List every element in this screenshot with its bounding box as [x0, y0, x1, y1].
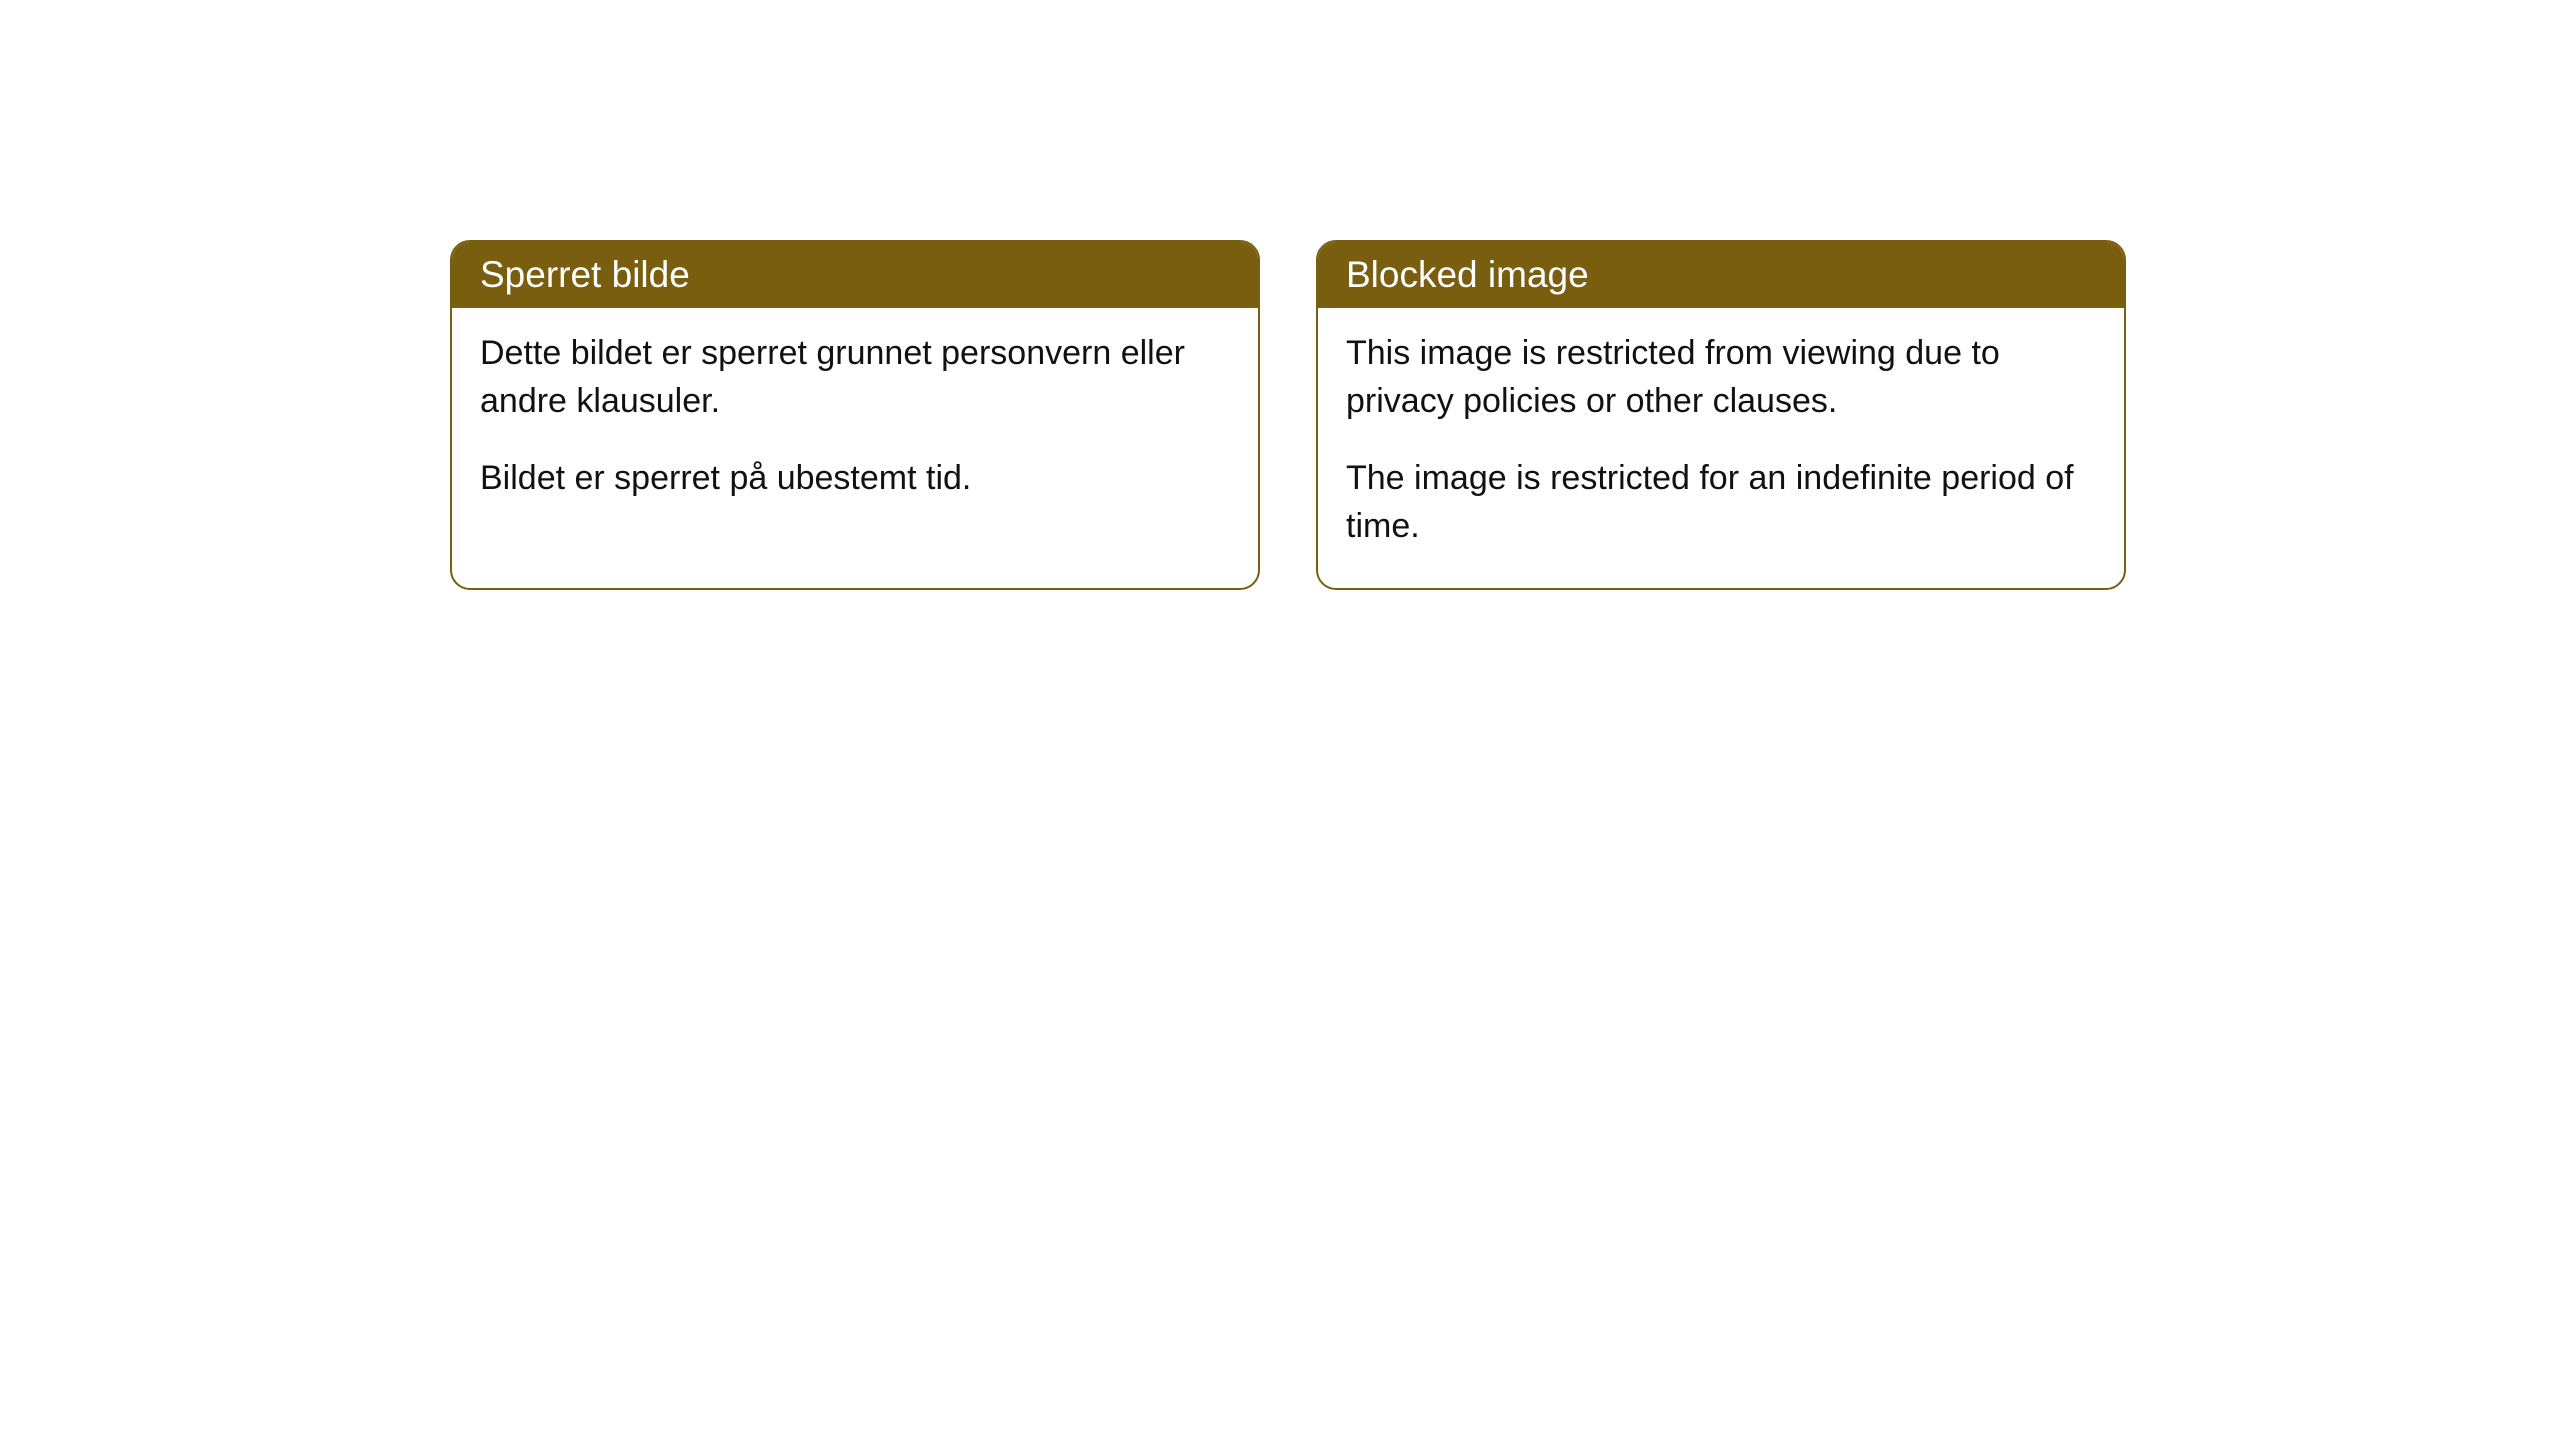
card-paragraph-2-norwegian: Bildet er sperret på ubestemt tid.: [480, 455, 1230, 503]
card-paragraph-1-english: This image is restricted from viewing du…: [1346, 330, 2096, 425]
card-body-english: This image is restricted from viewing du…: [1318, 308, 2124, 588]
card-title-english: Blocked image: [1346, 254, 1589, 295]
card-body-norwegian: Dette bildet er sperret grunnet personve…: [452, 308, 1258, 541]
card-header-english: Blocked image: [1318, 242, 2124, 308]
card-title-norwegian: Sperret bilde: [480, 254, 690, 295]
card-header-norwegian: Sperret bilde: [452, 242, 1258, 308]
notice-cards-container: Sperret bilde Dette bildet er sperret gr…: [450, 240, 2126, 590]
card-paragraph-2-english: The image is restricted for an indefinit…: [1346, 455, 2096, 550]
blocked-image-card-english: Blocked image This image is restricted f…: [1316, 240, 2126, 590]
blocked-image-card-norwegian: Sperret bilde Dette bildet er sperret gr…: [450, 240, 1260, 590]
card-paragraph-1-norwegian: Dette bildet er sperret grunnet personve…: [480, 330, 1230, 425]
